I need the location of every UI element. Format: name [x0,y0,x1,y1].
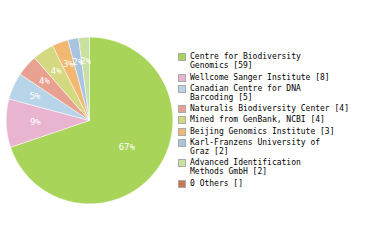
svg-text:67%: 67% [119,142,136,152]
svg-text:2%: 2% [80,56,91,66]
svg-text:9%: 9% [30,117,41,127]
svg-text:4%: 4% [39,76,50,86]
svg-text:5%: 5% [29,91,40,101]
svg-text:4%: 4% [51,65,62,75]
